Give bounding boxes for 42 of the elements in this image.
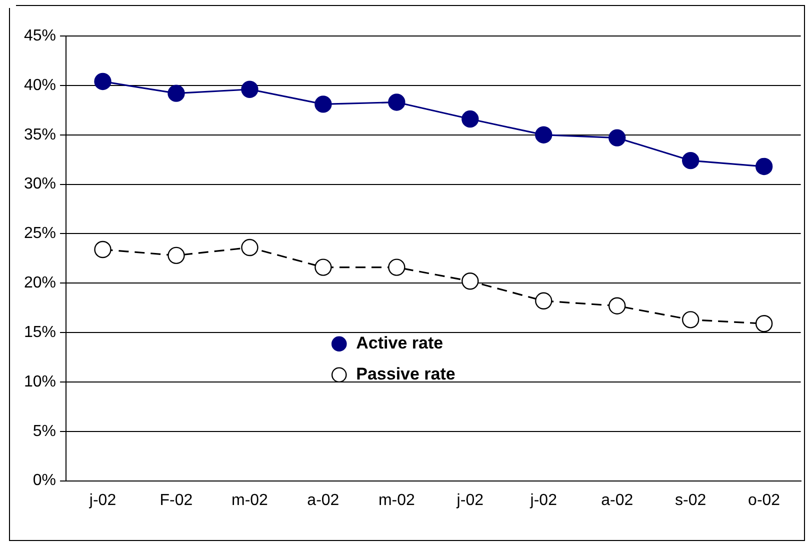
point [168,246,185,264]
point [535,292,552,310]
y-tick-label: 30% [24,176,56,193]
point [755,158,773,176]
point [94,72,112,90]
y-tick-label: 5% [32,422,56,440]
point [168,84,185,102]
x-tick-label: a-02 [307,492,340,509]
point [241,238,258,256]
point [535,126,552,144]
x-tick-label: o-02 [748,492,780,509]
legend-label: Active rate [356,334,444,353]
point [755,315,773,332]
point [682,311,700,328]
y-tick-label: 10% [24,373,56,390]
point [388,258,406,276]
point [462,272,479,290]
x-tick-label: F-02 [160,492,193,509]
point [314,258,332,276]
y-tick-label: 0% [32,472,56,490]
x-tick-label: j-02 [88,492,116,509]
point [314,96,332,113]
point [608,297,626,314]
x-tick-label: s-02 [675,492,706,509]
point [608,129,626,146]
y-tick-label: 25% [24,225,56,242]
y-tick-label: 40% [24,76,56,94]
point [241,80,258,98]
y-tick-label: 20% [24,274,56,292]
point [94,240,112,258]
point [388,94,406,111]
x-tick-label: m-02 [231,492,268,509]
y-tick-label: 35% [24,126,56,144]
x-tick-label: m-02 [378,492,415,509]
x-tick-label: a-02 [601,492,634,509]
x-tick-label: j-02 [456,492,484,509]
y-tick-label: 45% [24,27,56,44]
legend-label: Passive rate [356,364,456,384]
point [682,152,700,170]
x-tick-label: j-02 [529,492,558,509]
point [462,110,479,128]
y-tick-label: 15% [24,324,56,341]
